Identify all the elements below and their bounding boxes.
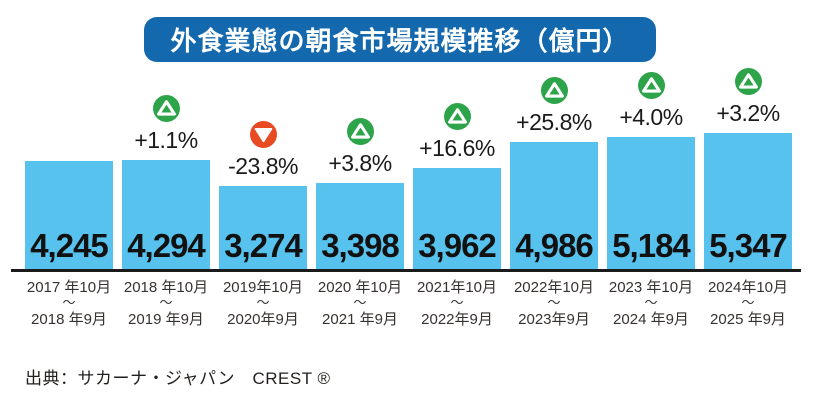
period-start: 2019年10月	[222, 279, 304, 296]
period-start: 2020 年10月	[317, 279, 403, 296]
bar-group: +1.1% 4,294	[122, 95, 210, 269]
bar: 4,245	[25, 161, 113, 269]
category-label: 2017 年10月 ～ 2018 年9月	[21, 279, 117, 329]
period-end: 2019 年9月	[128, 311, 204, 328]
period-start: 2022年10月	[513, 279, 595, 296]
change-label: +25.8%	[516, 109, 592, 135]
period-start: 2021年10月	[416, 279, 498, 296]
period-tilde: ～	[741, 295, 755, 310]
down-arrow-icon	[249, 121, 277, 148]
category-label: 2019年10月 ～ 2020年9月	[215, 279, 311, 329]
period-tilde: ～	[62, 295, 76, 310]
period-start: 2023 年10月	[608, 279, 694, 296]
period-end: 2023年9月	[518, 311, 590, 328]
bar-value-label: 5,184	[612, 227, 691, 264]
bar: 5,184	[607, 137, 695, 269]
change-label: +3.8%	[328, 150, 392, 176]
bar: 4,294	[122, 160, 210, 269]
period-end: 2022年9月	[421, 311, 493, 328]
change-label: +4.0%	[619, 104, 683, 130]
period-tilde: ～	[353, 295, 367, 310]
bar-group: +3.2% 5,347	[704, 68, 792, 269]
category-label: 2022年10月 ～ 2023年9月	[506, 279, 602, 329]
up-arrow-icon	[734, 68, 762, 95]
category-label: 2021年10月 ～ 2022年9月	[409, 279, 505, 329]
period-start: 2018 年10月	[123, 279, 209, 296]
category-labels-row: 2017 年10月 ～ 2018 年9月 2018 年10月 ～ 2019 年9…	[11, 279, 801, 349]
bar-value-label: 5,347	[709, 227, 788, 264]
chart-title-banner: 外食業態の朝食市場規模推移（億円）	[144, 17, 656, 62]
up-arrow-icon	[346, 118, 374, 145]
period-end: 2025 年9月	[710, 311, 786, 328]
period-tilde: ～	[450, 295, 464, 310]
source-note: 出典：サカーナ・ジャパン CREST ®	[25, 369, 331, 388]
category-label: 2023 年10月 ～ 2024 年9月	[603, 279, 699, 329]
up-arrow-icon	[637, 72, 665, 99]
bar-value-label: 3,398	[321, 227, 400, 264]
period-tilde: ～	[644, 295, 658, 310]
up-arrow-icon	[540, 77, 568, 104]
category-label: 2020 年10月 ～ 2021 年9月	[312, 279, 408, 329]
change-label: +16.6%	[419, 135, 495, 161]
bar-group: +3.8% 3,398	[316, 118, 404, 269]
period-tilde: ～	[256, 295, 270, 310]
period-end: 2021 年9月	[322, 311, 398, 328]
bar: 3,274	[219, 186, 307, 269]
bar-group: -23.8% 3,274	[219, 121, 307, 269]
period-end: 2018 年9月	[31, 311, 107, 328]
bar-value-label: 4,245	[30, 227, 109, 264]
bar-group: 4,245	[25, 161, 113, 269]
period-start: 2017 年10月	[26, 279, 112, 296]
bar-value-label: 3,274	[224, 227, 303, 264]
bar-group: +16.6% 3,962	[413, 103, 501, 269]
chart-title: 外食業態の朝食市場規模推移（億円）	[170, 26, 630, 56]
plot-area: 4,245 +1.1% 4,294	[11, 0, 801, 272]
bar-value-label: 3,962	[418, 227, 497, 264]
category-label: 2024年10月 ～ 2025 年9月	[700, 279, 796, 329]
bar: 5,347	[704, 133, 792, 269]
change-label: -23.8%	[228, 153, 298, 179]
bar: 4,986	[510, 142, 598, 269]
period-tilde: ～	[159, 295, 173, 310]
up-arrow-icon	[443, 103, 471, 130]
bar-value-label: 4,986	[515, 227, 594, 264]
up-arrow-icon	[152, 95, 180, 122]
period-end: 2024 年9月	[613, 311, 689, 328]
period-start: 2024年10月	[707, 279, 789, 296]
bar: 3,398	[316, 183, 404, 269]
bar-group: +25.8% 4,986	[510, 77, 598, 269]
change-label: +1.1%	[134, 127, 198, 153]
category-label: 2018 年10月 ～ 2019 年9月	[118, 279, 214, 329]
change-label: +3.2%	[716, 100, 780, 126]
x-axis-line	[11, 269, 801, 272]
period-tilde: ～	[547, 295, 561, 310]
period-end: 2020年9月	[227, 311, 299, 328]
bar-value-label: 4,294	[127, 227, 206, 264]
bar-group: +4.0% 5,184	[607, 72, 695, 269]
bar: 3,962	[413, 168, 501, 269]
